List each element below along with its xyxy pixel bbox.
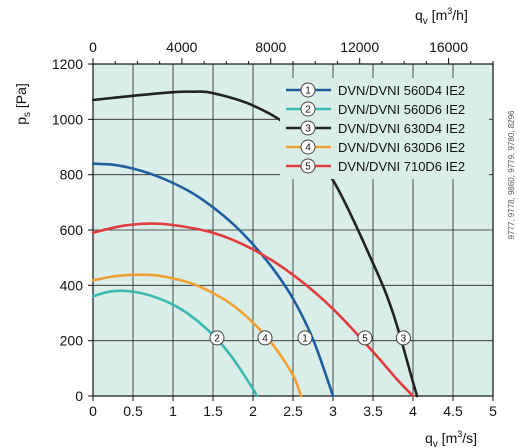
x-tick-label: 4 [409,403,417,419]
legend-marker-number: 2 [305,105,311,116]
legend-marker-number: 4 [305,143,311,154]
top-x-tick-label: 16000 [429,39,468,55]
y-tick-label: 0 [75,388,83,404]
y-axis-label: ps [Pa] [13,83,33,125]
x-tick-label: 0.5 [123,403,143,419]
x-tick-label: 2.5 [283,403,303,419]
curve-marker-circle [357,330,373,346]
top-x-tick-label: 0 [89,39,97,55]
side-note-codes: 9777, 9778, 9860, 9779, 9780, 8296 [507,110,516,240]
legend-label: DVN/DVNI 710D6 IE2 [338,159,465,174]
x-tick-label: 4.5 [443,403,463,419]
legend-marker-circle [300,120,316,136]
top-x-tick-label: 12000 [340,39,379,55]
legend-label: DVN/DVNI 630D4 IE2 [338,121,465,136]
series-line-1 [91,162,335,398]
legend-marker-number: 5 [305,162,311,173]
curve-marker-circle [209,330,225,346]
top-x-axis-label: qv [m3/h] [415,6,468,27]
series-lines [91,90,419,398]
series-line-4 [91,273,303,398]
y-tick-label: 200 [60,333,84,349]
curve-marker-number: 2 [214,333,220,344]
curve-marker-number: 3 [401,333,407,344]
series-line-2 [91,289,259,398]
legend-label: DVN/DVNI 560D6 IE2 [338,102,465,117]
top-x-tick-label: 8000 [255,39,286,55]
y-tick-label: 400 [60,277,84,293]
x-tick-label: 3 [329,403,337,419]
x-axis-label: qv [m3/s] [425,429,477,448]
curve-markers: 1 2 3 4 5 [209,330,411,346]
x-tick-label: 1 [169,403,177,419]
curve-marker-number: 5 [362,333,368,344]
series-line-5 [91,222,415,398]
curve-marker-circle [257,330,273,346]
curve-marker-circle [395,330,411,346]
y-tick-label: 600 [60,222,84,238]
x-tick-label: 5 [489,403,497,419]
x-tick-label: 1.5 [203,403,223,419]
axis-ticks: 0 0.5 1 1.5 2 2.5 3 3.5 4 4.5 50200400600800100012… [52,39,497,419]
legend-label: DVN/DVNI 560D4 IE2 [338,83,465,98]
curve-marker-circle [297,330,313,346]
legend-marker-circle [300,101,316,117]
y-tick-label: 1000 [52,111,83,127]
top-x-tick-label: 4000 [166,39,197,55]
x-tick-label: 3.5 [363,403,383,419]
curve-marker-number: 1 [302,333,308,344]
legend-marker-number: 3 [305,124,311,135]
y-tick-label: 1200 [52,56,83,72]
legend-marker-circle [300,158,316,174]
y-tick-label: 800 [60,167,84,183]
x-tick-label: 0 [89,403,97,419]
x-tick-label: 2 [249,403,257,419]
legend-label: DVN/DVNI 630D6 IE2 [338,140,465,155]
legend-marker-circle [300,139,316,155]
legend-marker-circle [300,82,316,98]
legend: 1 DVN/DVNI 560D4 IE2 2 DVN/DVNI 560D6 IE2 3 D… [280,78,489,179]
legend-marker-number: 1 [305,86,311,97]
curve-marker-number: 4 [262,333,268,344]
